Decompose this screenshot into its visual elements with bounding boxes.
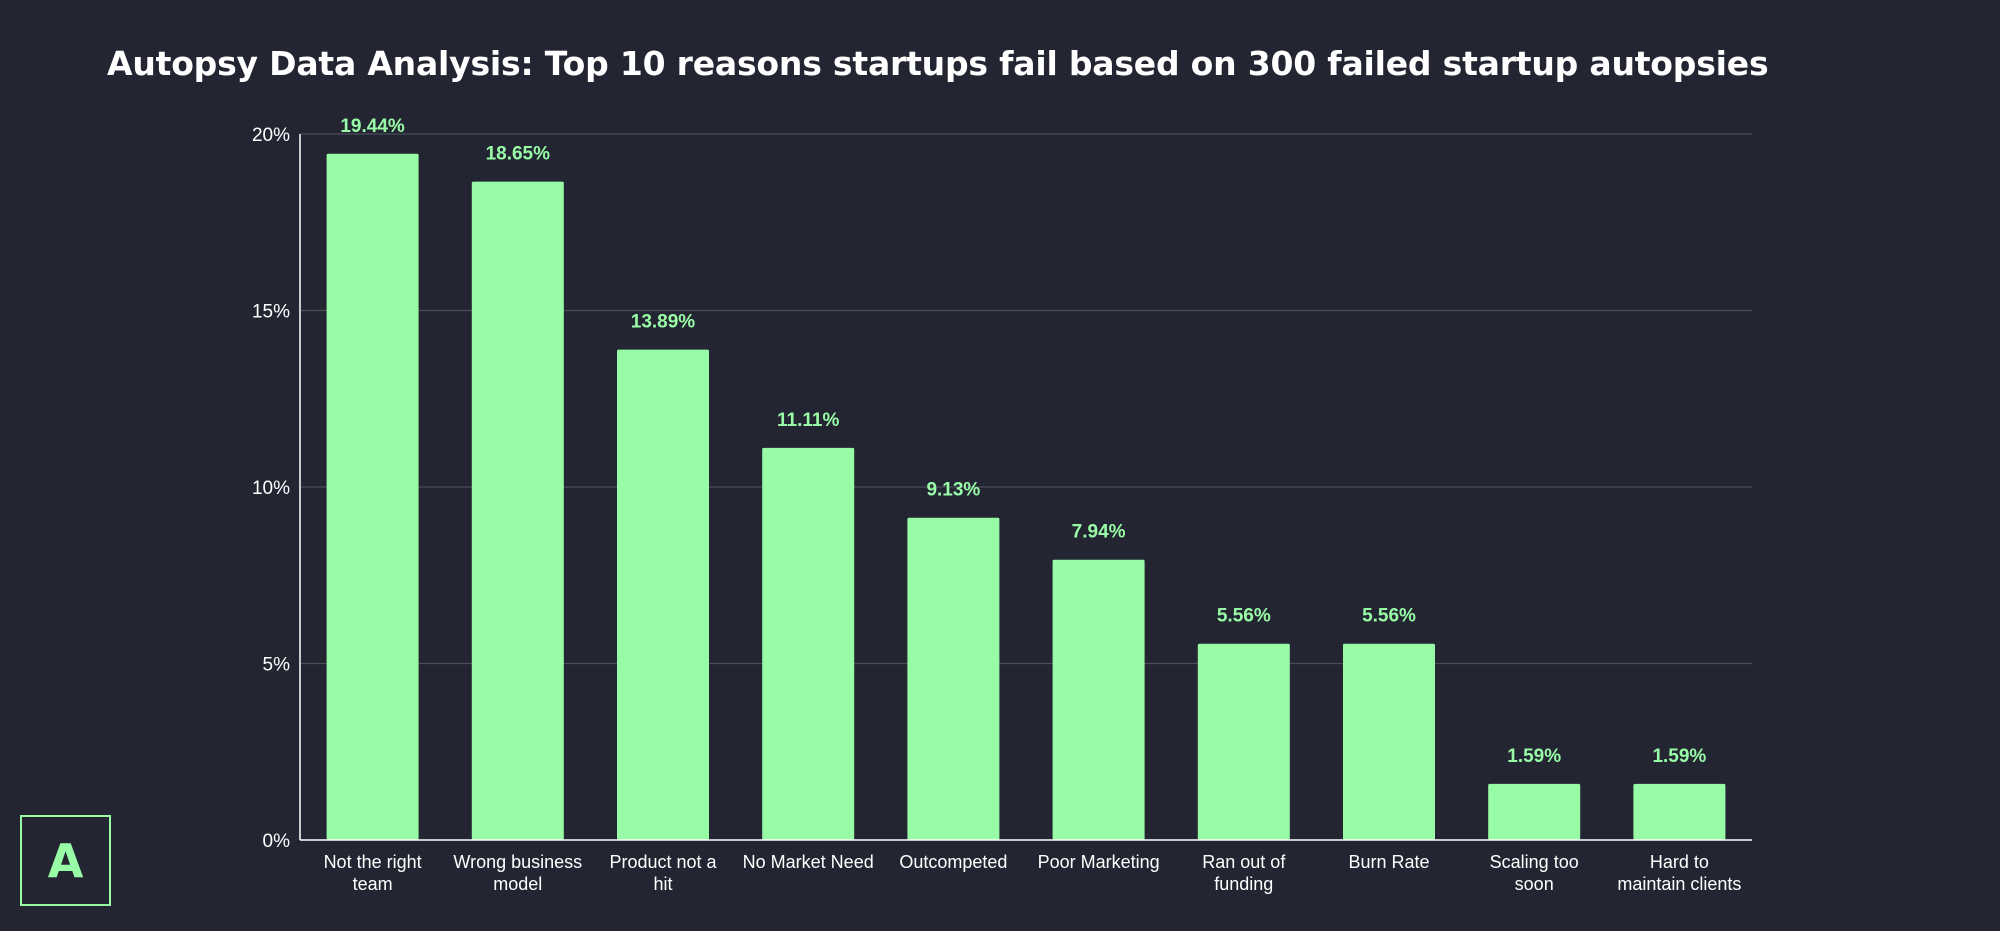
data-label: 13.89% — [631, 312, 696, 333]
chart-title: Autopsy Data Analysis: Top 10 reasons st… — [107, 44, 1769, 83]
data-label: 11.11% — [777, 410, 839, 431]
data-label: 19.44% — [340, 116, 405, 137]
bar — [471, 181, 564, 840]
y-tick-label: 15% — [252, 302, 290, 323]
x-tick-label: Poor Marketing — [1038, 852, 1160, 872]
data-label: 5.56% — [1362, 606, 1416, 627]
x-tick-label: Burn Rate — [1348, 852, 1429, 872]
bar — [1343, 643, 1435, 840]
x-tick-label: Wrong business model — [453, 852, 582, 894]
axes — [299, 134, 1752, 841]
x-tick-label: Product not a hit — [609, 852, 717, 894]
y-tick-label: 10% — [252, 478, 290, 499]
x-axis-ticks: Not the right team Wrong business model Prod… — [324, 852, 1742, 894]
logo-letter: A — [47, 833, 84, 888]
bar — [762, 447, 855, 840]
data-label: 5.56% — [1217, 606, 1271, 627]
data-labels: 19.44% 18.65% 13.89% 11.11% 9.13% 7.94% 5.56% 5… — [340, 116, 1706, 767]
x-tick-label: Outcompeted — [899, 852, 1007, 872]
x-tick-label: Ran out of funding — [1202, 852, 1286, 894]
y-tick-label: 0% — [263, 831, 291, 852]
data-label: 18.65% — [486, 144, 551, 165]
bar — [326, 153, 419, 840]
data-label: 9.13% — [926, 480, 980, 501]
bar — [1052, 559, 1145, 840]
y-axis-ticks: 0% 5% 10% 15% 20% — [252, 125, 290, 852]
x-tick-label: Hard to maintain clients — [1617, 852, 1741, 894]
data-label: 1.59% — [1507, 746, 1561, 767]
bar — [617, 349, 709, 840]
data-label: 1.59% — [1652, 746, 1706, 767]
x-tick-label: Scaling too soon — [1490, 852, 1579, 894]
bar — [1488, 783, 1581, 840]
bar — [1633, 783, 1726, 840]
y-tick-label: 20% — [252, 125, 290, 146]
x-tick-label: No Market Need — [743, 852, 874, 872]
data-label: 7.94% — [1072, 522, 1126, 543]
bar — [907, 517, 1000, 840]
x-tick-label: Not the right team — [324, 852, 422, 894]
y-tick-label: 5% — [263, 655, 291, 676]
logo: A — [20, 815, 111, 906]
bar — [1197, 643, 1290, 840]
bars — [326, 153, 1726, 840]
